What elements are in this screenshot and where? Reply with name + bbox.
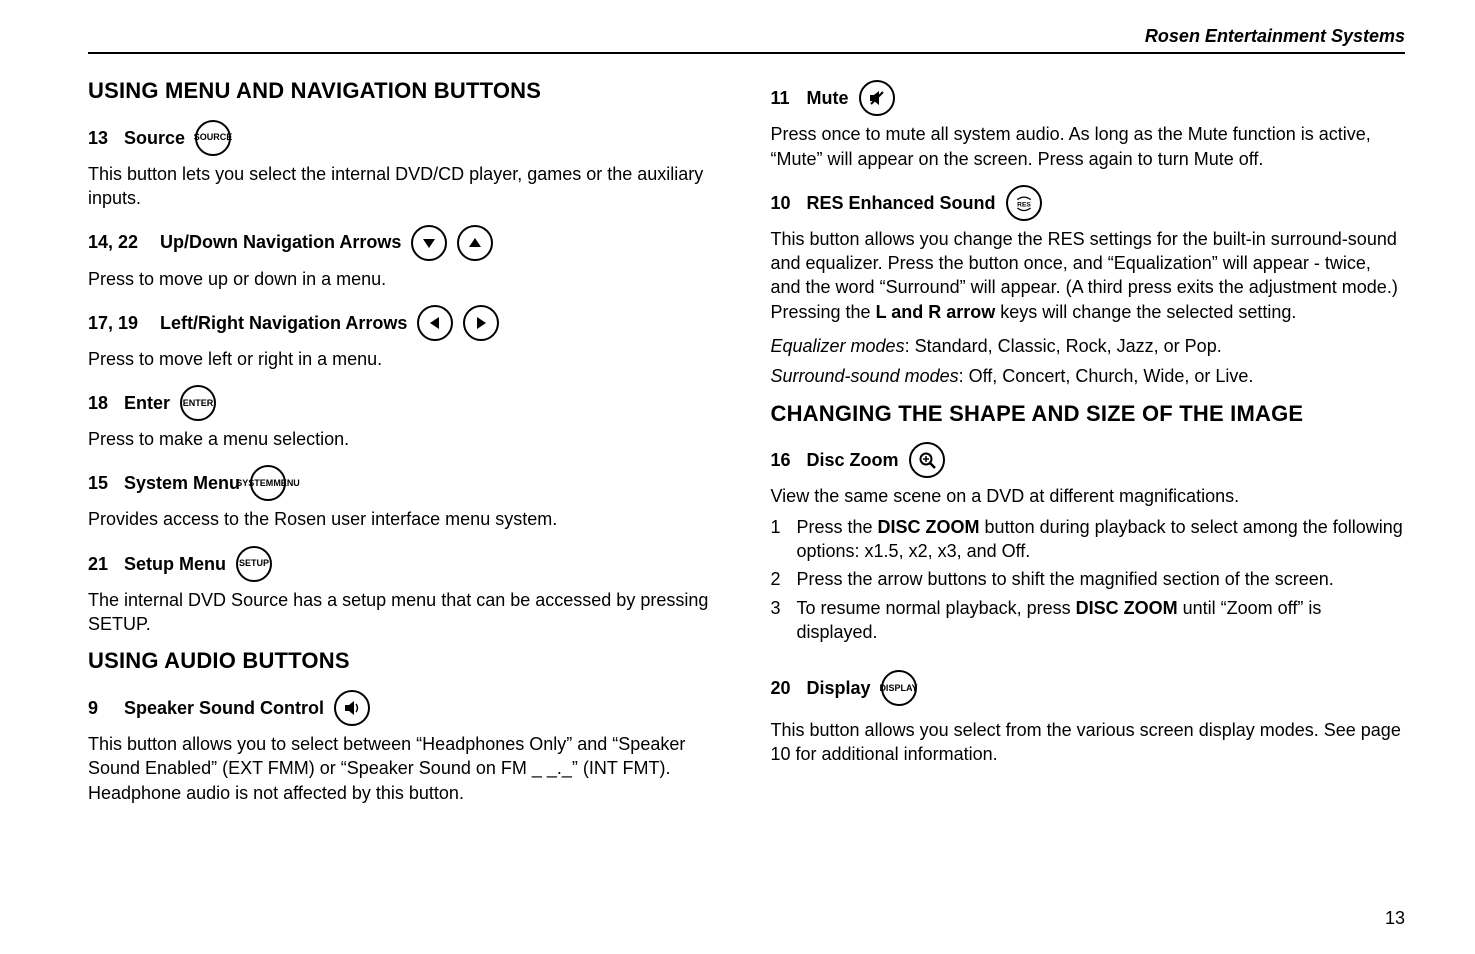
zoom-step-1-num: 1 [771,515,785,564]
zoom-step-1-pre: Press the [797,517,878,537]
display-icon: DISPLAY [881,670,917,706]
item-res-body: This button allows you change the RES se… [771,227,1406,324]
item-enter-body: Press to make a menu selection. [88,427,723,451]
item-setup-menu-num: 21 [88,552,114,576]
item-speaker-label: Speaker Sound Control [124,696,324,720]
item-leftright-body: Press to move left or right in a menu. [88,347,723,371]
item-mute-label: Mute [807,86,849,110]
zoom-step-2-text: Press the arrow buttons to shift the mag… [797,567,1334,591]
item-enter-num: 18 [88,391,114,415]
zoom-icon [909,442,945,478]
item-updown-body: Press to move up or down in a menu. [88,267,723,291]
item-updown-label: Up/Down Navigation Arrows [160,230,401,254]
item-enter-label: Enter [124,391,170,415]
item-res-eq-body: : Standard, Classic, Rock, Jazz, or Pop. [905,336,1222,356]
item-res-body-tail: keys will change the selected setting. [995,302,1296,322]
item-res-body-bold: L and R arrow [876,302,996,322]
item-source-label: Source [124,126,185,150]
arrow-left-icon [417,305,453,341]
item-system-menu-label: System Menu [124,471,240,495]
setup-icon: SETUP [236,546,272,582]
system-menu-icon-line1: SYSTEM [236,479,273,488]
item-enter-heading: 18 Enter ENTER [88,385,723,421]
system-menu-icon: SYSTEM MENU [250,465,286,501]
item-display-heading: 20 Display DISPLAY [771,670,1406,706]
zoom-step-3: 3 To resume normal playback, press DISC … [771,596,1406,645]
left-column: USING MENU AND NAVIGATION BUTTONS 13 Sou… [88,66,723,811]
zoom-step-2-num: 2 [771,567,785,591]
item-res-heading: 10 RES Enhanced Sound RES [771,185,1406,221]
item-res-ss: Surround-sound modes: Off, Concert, Chur… [771,364,1406,388]
item-source-heading: 13 Source SOURCE [88,120,723,156]
arrow-down-icon [411,225,447,261]
source-icon: SOURCE [195,120,231,156]
item-speaker-heading: 9 Speaker Sound Control [88,690,723,726]
item-mute-heading: 11 Mute [771,80,1406,116]
zoom-step-1-text: Press the DISC ZOOM button during playba… [797,515,1406,564]
item-zoom-body: View the same scene on a DVD at differen… [771,484,1406,508]
zoom-step-3-bold: DISC ZOOM [1076,598,1178,618]
item-zoom-num: 16 [771,448,797,472]
svg-text:RES: RES [1017,201,1031,208]
right-column: 11 Mute Press once to mute all system au… [771,66,1406,811]
zoom-step-3-text: To resume normal playback, press DISC ZO… [797,596,1406,645]
item-res-label: RES Enhanced Sound [807,191,996,215]
item-res-eq-label: Equalizer modes [771,336,905,356]
item-res-num: 10 [771,191,797,215]
item-system-menu-body: Provides access to the Rosen user interf… [88,507,723,531]
item-leftright-heading: 17, 19 Left/Right Navigation Arrows [88,305,723,341]
arrow-up-icon [457,225,493,261]
item-res-ss-label: Surround-sound modes [771,366,959,386]
item-res-ss-body: : Off, Concert, Church, Wide, or Live. [959,366,1254,386]
arrow-right-icon [463,305,499,341]
section-title-audio: USING AUDIO BUTTONS [88,646,723,676]
item-setup-menu-heading: 21 Setup Menu SETUP [88,546,723,582]
item-speaker-body: This button allows you to select between… [88,732,723,805]
item-display-num: 20 [771,676,797,700]
item-source-num: 13 [88,126,114,150]
item-source-body: This button lets you select the internal… [88,162,723,211]
system-menu-icon-line2: MENU [273,479,300,488]
item-zoom-heading: 16 Disc Zoom [771,442,1406,478]
item-display-label: Display [807,676,871,700]
speaker-icon [334,690,370,726]
item-display-body: This button allows you select from the v… [771,718,1406,767]
item-setup-menu-body: The internal DVD Source has a setup menu… [88,588,723,637]
zoom-step-1-bold: DISC ZOOM [878,517,980,537]
enter-icon: ENTER [180,385,216,421]
item-zoom-label: Disc Zoom [807,448,899,472]
item-updown-num: 14, 22 [88,230,150,254]
section-title-shape-size: CHANGING THE SHAPE AND SIZE OF THE IMAGE [771,399,1406,429]
zoom-step-3-num: 3 [771,596,785,645]
item-mute-body: Press once to mute all system audio. As … [771,122,1406,171]
item-mute-num: 11 [771,86,797,110]
zoom-step-1: 1 Press the DISC ZOOM button during play… [771,515,1406,564]
zoom-steps-list: 1 Press the DISC ZOOM button during play… [771,515,1406,644]
zoom-step-2: 2 Press the arrow buttons to shift the m… [771,567,1406,591]
item-leftright-label: Left/Right Navigation Arrows [160,311,407,335]
header-brand: Rosen Entertainment Systems [88,24,1405,54]
res-icon: RES [1006,185,1042,221]
content-columns: USING MENU AND NAVIGATION BUTTONS 13 Sou… [88,66,1405,811]
zoom-step-3-pre: To resume normal playback, press [797,598,1076,618]
item-system-menu-num: 15 [88,471,114,495]
item-res-eq: Equalizer modes: Standard, Classic, Rock… [771,334,1406,358]
mute-icon [859,80,895,116]
item-system-menu-heading: 15 System Menu SYSTEM MENU [88,465,723,501]
item-speaker-num: 9 [88,696,114,720]
item-updown-heading: 14, 22 Up/Down Navigation Arrows [88,225,723,261]
item-leftright-num: 17, 19 [88,311,150,335]
page-number: 13 [1385,906,1405,930]
section-title-menu-nav: USING MENU AND NAVIGATION BUTTONS [88,76,723,106]
item-setup-menu-label: Setup Menu [124,552,226,576]
